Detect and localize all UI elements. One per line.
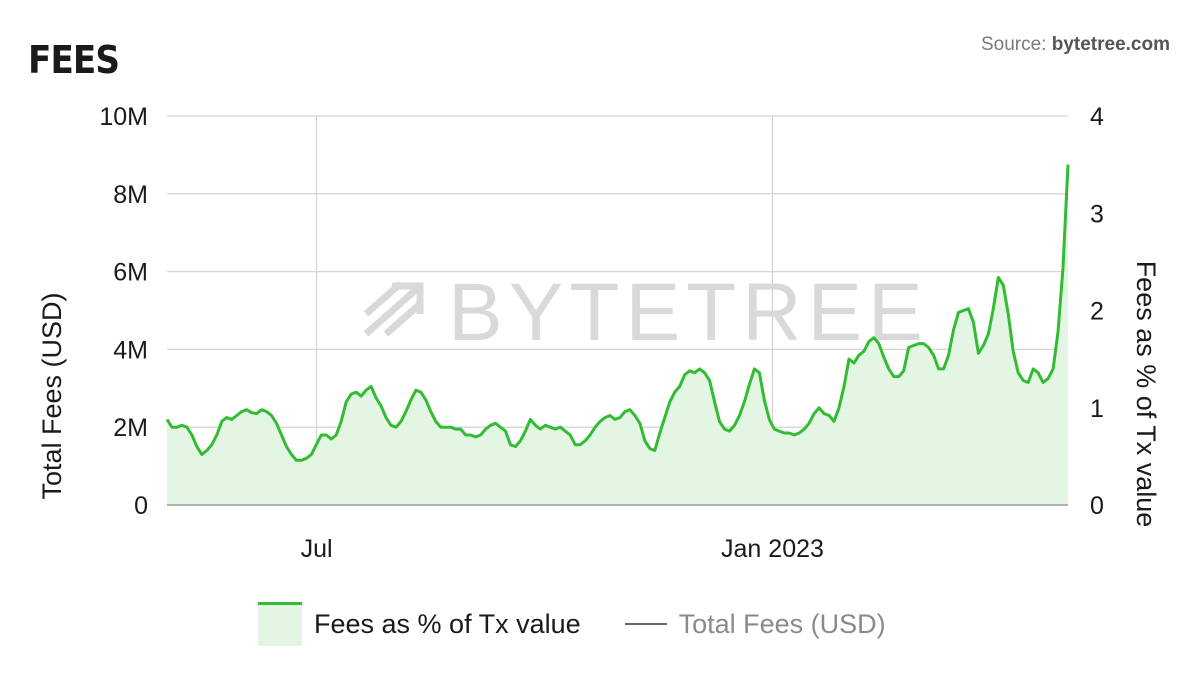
source-prefix: Source: — [980, 34, 1047, 55]
right-tick-label: 4 — [1090, 103, 1104, 131]
watermark-text: BYTETREE — [448, 267, 929, 358]
left-tick-label: 8M — [113, 181, 148, 209]
right-tick-label: 3 — [1090, 200, 1104, 228]
left-tick-label: 0 — [134, 492, 148, 520]
right-axis-ticks: 0 1 2 3 4 — [1090, 103, 1104, 520]
watermark: BYTETREE — [363, 267, 929, 358]
left-tick-label: 10M — [99, 103, 148, 131]
fees-pct-area — [167, 164, 1068, 505]
left-axis-ticks: 0 2M 4M 6M 8M 10M — [99, 103, 148, 520]
watermark-logo-icon — [363, 281, 424, 337]
left-tick-label: 4M — [113, 336, 148, 364]
legend-swatch-line-icon — [624, 623, 667, 625]
right-tick-label: 2 — [1090, 298, 1104, 326]
left-tick-label: 2M — [113, 414, 148, 442]
legend-item-fees-pct[interactable]: Fees as % of Tx value — [258, 602, 581, 646]
legend-swatch-area-icon — [258, 602, 302, 646]
legend: Fees as % of Tx value Total Fees (USD) — [258, 600, 930, 648]
left-tick-label: 6M — [113, 259, 148, 287]
chart-title: FEES — [28, 38, 120, 82]
source-credit[interactable]: Source: bytetree.com — [981, 34, 1170, 56]
legend-item-total-fees[interactable]: Total Fees (USD) — [624, 608, 886, 640]
right-tick-label: 0 — [1090, 492, 1104, 520]
legend-label-total-fees: Total Fees (USD) — [678, 608, 886, 639]
right-axis-title: Fees as % of Tx value — [1131, 261, 1161, 528]
right-tick-label: 1 — [1090, 395, 1104, 423]
x-tick-label: Jul — [301, 535, 333, 563]
legend-label-fees-pct: Fees as % of Tx value — [314, 608, 581, 639]
x-axis-ticks: Jul Jan 2023 — [301, 535, 824, 563]
source-link[interactable]: bytetree.com — [1051, 34, 1170, 55]
fees-pct-line — [165, 164, 1070, 462]
x-tick-label: Jan 2023 — [721, 535, 824, 563]
left-axis-title: Total Fees (USD) — [37, 292, 67, 499]
